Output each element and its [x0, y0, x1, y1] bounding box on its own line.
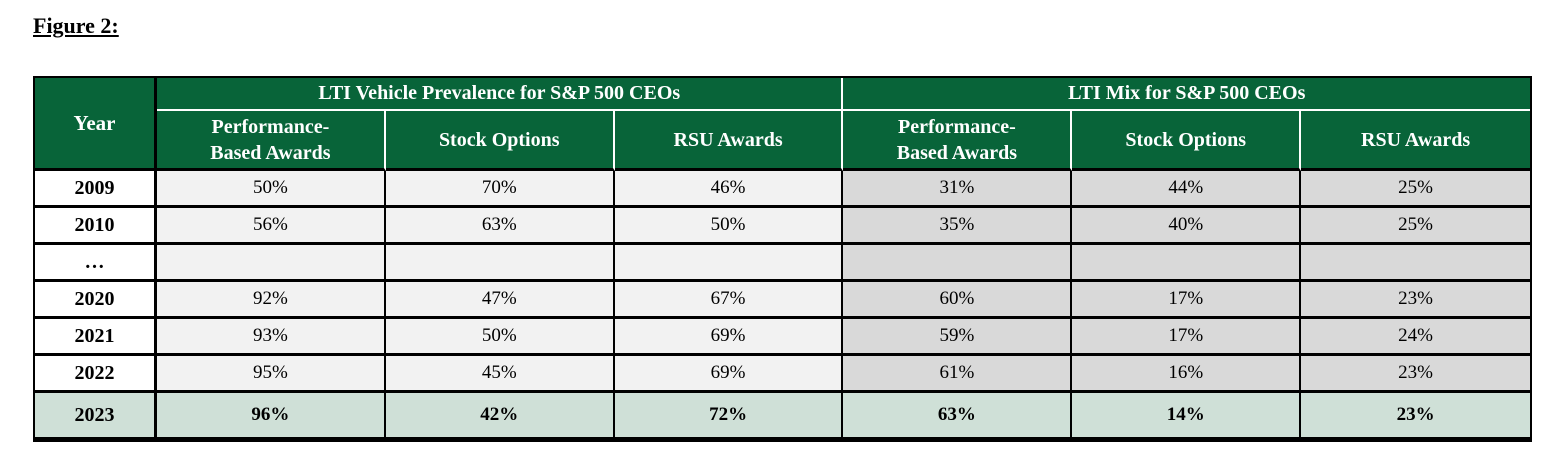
mix-value-cell: 59% [843, 319, 1073, 356]
figure-label: Figure 2: [33, 13, 119, 38]
table-row: 2010 56% 63% 50% 35% 40% 25% [35, 208, 1530, 245]
mix-value-cell: 24% [1301, 319, 1530, 356]
mix-value-cell: 23% [1301, 282, 1530, 319]
mix-value-cell: 14% [1072, 393, 1302, 437]
mix-value-cell: 25% [1301, 208, 1530, 245]
prevalence-value-cell: 47% [385, 282, 615, 319]
mix-value-cell: 63% [843, 393, 1073, 437]
prevalence-value-cell: 42% [385, 393, 615, 437]
table-body: 2009 50% 70% 46% 31% 44% 25% 2010 56% 63% 50% 35% 40… [35, 171, 1530, 437]
mix-value-cell: 25% [1301, 171, 1530, 208]
year-cell: 2021 [35, 319, 157, 356]
col-header-mix-rsu-awards: RSU Awards [1301, 111, 1530, 171]
mix-value-cell: 40% [1072, 208, 1302, 245]
year-cell: 2022 [35, 356, 157, 393]
year-cell: … [35, 245, 157, 282]
mix-value-cell: 23% [1301, 393, 1530, 437]
table-row: 2022 95% 45% 69% 61% 16% 23% [35, 356, 1530, 393]
prevalence-value-cell: 45% [385, 356, 615, 393]
prevalence-value-cell: 56% [157, 208, 386, 245]
mix-value-cell: 61% [843, 356, 1073, 393]
prevalence-value-cell: 67% [614, 282, 844, 319]
prevalence-value-cell: 95% [157, 356, 386, 393]
lti-table: Year LTI Vehicle Prevalence for S&P 500 … [33, 76, 1532, 442]
prevalence-value-cell: 70% [385, 171, 615, 208]
year-cell: 2020 [35, 282, 157, 319]
mix-value-cell [1301, 245, 1530, 282]
mix-value-cell [1072, 245, 1302, 282]
prevalence-value-cell: 96% [157, 393, 386, 437]
mix-value-cell: 31% [843, 171, 1073, 208]
prevalence-value-cell: 69% [614, 319, 844, 356]
prevalence-value-cell: 46% [614, 171, 844, 208]
col-header-prevalence-performance-awards: Performance-Based Awards [157, 111, 386, 171]
group-header-mix: LTI Mix for S&P 500 CEOs [843, 78, 1530, 111]
table-row: … [35, 245, 1530, 282]
col-header-prevalence-stock-options: Stock Options [385, 111, 615, 171]
year-cell: 2009 [35, 171, 157, 208]
table-header: Year LTI Vehicle Prevalence for S&P 500 … [35, 78, 1530, 171]
col-header-prevalence-rsu-awards: RSU Awards [614, 111, 844, 171]
prevalence-value-cell: 63% [385, 208, 615, 245]
mix-value-cell: 23% [1301, 356, 1530, 393]
mix-value-cell: 16% [1072, 356, 1302, 393]
prevalence-value-cell [385, 245, 615, 282]
prevalence-value-cell: 50% [157, 171, 386, 208]
sub-header-row: Performance-Based Awards Stock Options R… [35, 111, 1530, 171]
prevalence-value-cell: 50% [614, 208, 844, 245]
year-column-header: Year [35, 78, 157, 171]
mix-value-cell [843, 245, 1073, 282]
col-header-mix-stock-options: Stock Options [1072, 111, 1302, 171]
prevalence-value-cell: 93% [157, 319, 386, 356]
mix-value-cell: 60% [843, 282, 1073, 319]
mix-value-cell: 35% [843, 208, 1073, 245]
table-row: 2021 93% 50% 69% 59% 17% 24% [35, 319, 1530, 356]
year-cell: 2010 [35, 208, 157, 245]
table-row: 2020 92% 47% 67% 60% 17% 23% [35, 282, 1530, 319]
prevalence-value-cell [614, 245, 844, 282]
mix-value-cell: 44% [1072, 171, 1302, 208]
table-row: 2023 96% 42% 72% 63% 14% 23% [35, 393, 1530, 437]
prevalence-value-cell [157, 245, 386, 282]
prevalence-value-cell: 50% [385, 319, 615, 356]
mix-value-cell: 17% [1072, 282, 1302, 319]
prevalence-value-cell: 69% [614, 356, 844, 393]
mix-value-cell: 17% [1072, 319, 1302, 356]
prevalence-value-cell: 92% [157, 282, 386, 319]
table-row: 2009 50% 70% 46% 31% 44% 25% [35, 171, 1530, 208]
group-header-row: Year LTI Vehicle Prevalence for S&P 500 … [35, 78, 1530, 171]
col-header-mix-performance-awards: Performance-Based Awards [843, 111, 1073, 171]
year-cell: 2023 [35, 393, 157, 437]
group-header-prevalence: LTI Vehicle Prevalence for S&P 500 CEOs [157, 78, 844, 111]
prevalence-value-cell: 72% [614, 393, 844, 437]
